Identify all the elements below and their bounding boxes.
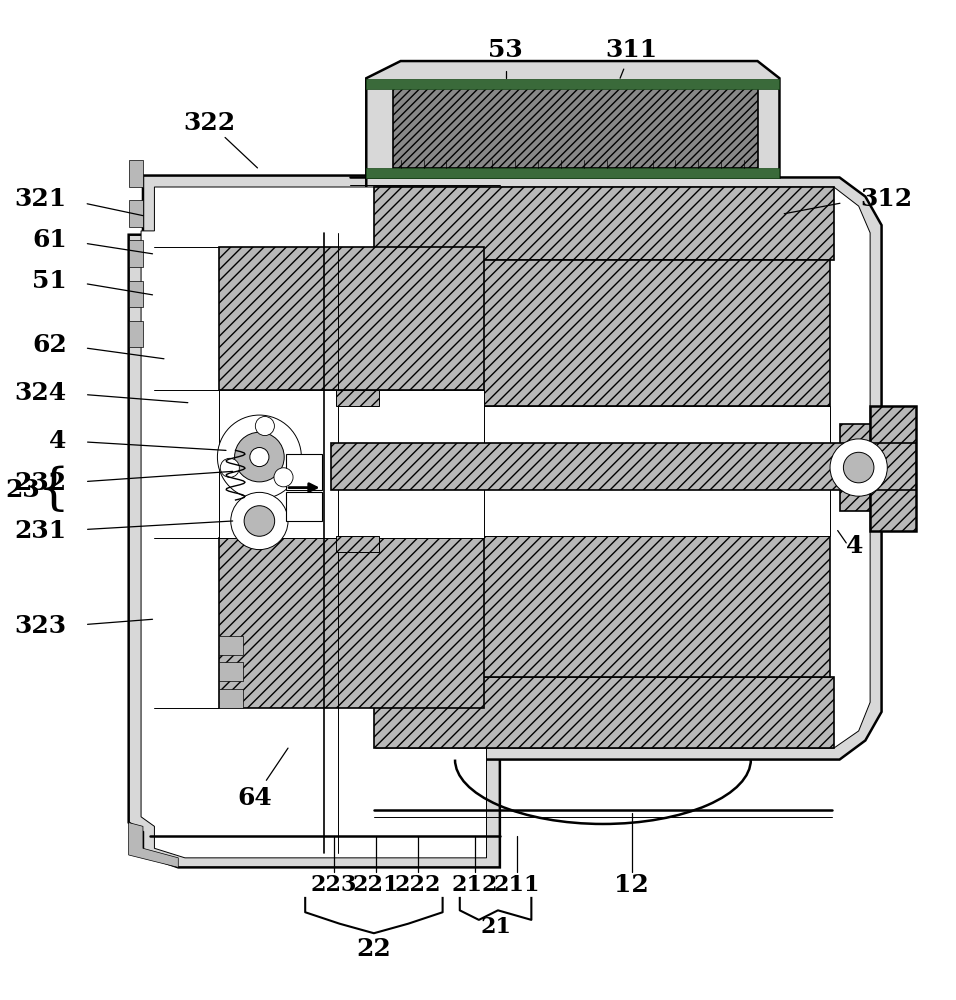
Polygon shape <box>129 176 500 867</box>
Polygon shape <box>839 424 870 511</box>
Text: 22: 22 <box>357 937 391 961</box>
Text: 231: 231 <box>14 519 67 543</box>
Bar <box>734 187 772 197</box>
Text: 51: 51 <box>32 269 67 293</box>
Bar <box>680 187 717 197</box>
Bar <box>569 739 607 748</box>
Text: 323: 323 <box>14 614 67 638</box>
Bar <box>129 240 143 267</box>
Polygon shape <box>374 677 834 748</box>
Text: 212: 212 <box>452 874 498 896</box>
Text: 211: 211 <box>494 874 540 896</box>
Polygon shape <box>376 187 870 748</box>
Text: 62: 62 <box>32 333 67 357</box>
Polygon shape <box>870 406 916 531</box>
Bar <box>219 390 484 538</box>
Bar <box>624 187 663 197</box>
Circle shape <box>230 492 288 550</box>
Bar <box>129 281 143 307</box>
Circle shape <box>255 417 274 436</box>
Text: 64: 64 <box>237 786 272 810</box>
Polygon shape <box>336 536 379 552</box>
Bar <box>458 187 496 197</box>
Text: 221: 221 <box>353 874 399 896</box>
Text: 222: 222 <box>395 874 441 896</box>
Bar <box>366 79 779 89</box>
Bar <box>790 739 828 748</box>
Bar <box>219 662 243 681</box>
Bar <box>129 200 143 227</box>
Circle shape <box>843 452 874 483</box>
Text: 21: 21 <box>481 916 511 938</box>
Bar <box>402 187 441 197</box>
Polygon shape <box>331 443 916 490</box>
Bar <box>219 636 243 655</box>
Text: 23: 23 <box>6 478 40 502</box>
Bar <box>513 187 552 197</box>
Bar <box>790 187 828 197</box>
Polygon shape <box>219 538 484 708</box>
Text: 4: 4 <box>846 534 863 558</box>
Polygon shape <box>141 187 487 858</box>
Circle shape <box>274 468 293 487</box>
Text: 311: 311 <box>605 38 658 62</box>
Text: 4: 4 <box>50 429 67 453</box>
Bar <box>569 187 607 197</box>
Text: 321: 321 <box>14 187 67 211</box>
Text: 53: 53 <box>489 38 523 62</box>
Bar <box>624 739 663 748</box>
Circle shape <box>234 432 284 482</box>
Bar <box>129 160 143 187</box>
Polygon shape <box>379 260 830 406</box>
Text: 232: 232 <box>14 471 67 495</box>
Bar <box>458 739 496 748</box>
Text: 223: 223 <box>311 874 357 896</box>
Bar <box>402 739 441 748</box>
Circle shape <box>217 415 301 499</box>
Bar <box>219 689 243 708</box>
Circle shape <box>220 458 239 477</box>
Bar <box>129 321 143 347</box>
Polygon shape <box>219 247 484 390</box>
Circle shape <box>244 506 274 536</box>
Bar <box>286 454 322 490</box>
Text: 12: 12 <box>614 873 649 897</box>
Polygon shape <box>336 390 379 406</box>
Polygon shape <box>393 88 757 168</box>
Bar <box>379 406 830 536</box>
Text: 324: 324 <box>14 381 67 405</box>
Bar <box>366 168 779 178</box>
Text: 312: 312 <box>860 187 913 211</box>
Polygon shape <box>366 61 779 177</box>
Text: 322: 322 <box>184 111 236 135</box>
Polygon shape <box>374 187 834 260</box>
Bar <box>286 492 322 521</box>
Bar <box>734 739 772 748</box>
Bar <box>680 739 717 748</box>
Polygon shape <box>366 177 881 760</box>
Circle shape <box>830 439 887 496</box>
Polygon shape <box>129 823 178 867</box>
Circle shape <box>250 448 269 467</box>
Polygon shape <box>379 536 830 677</box>
Text: 61: 61 <box>32 228 67 252</box>
Bar <box>513 739 552 748</box>
Text: {: { <box>37 466 69 515</box>
